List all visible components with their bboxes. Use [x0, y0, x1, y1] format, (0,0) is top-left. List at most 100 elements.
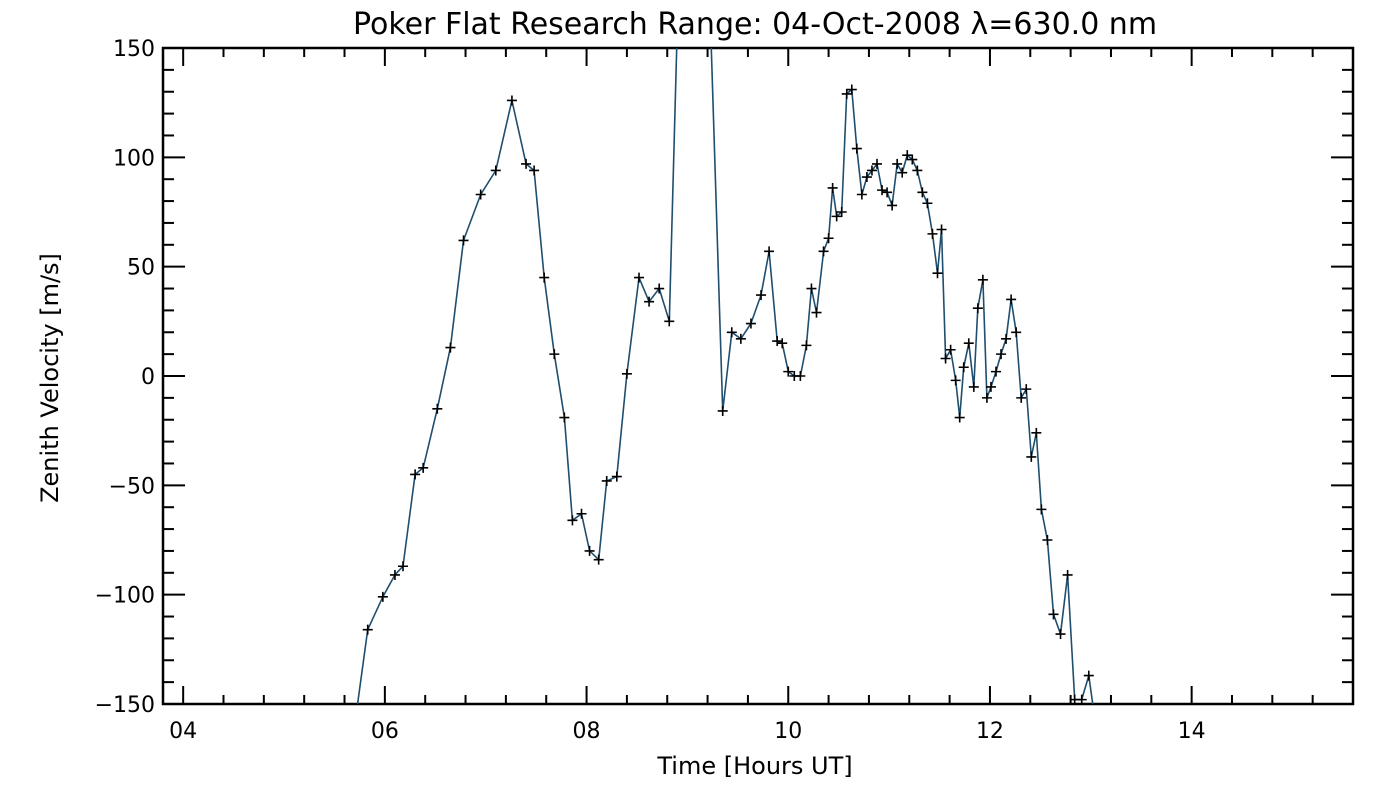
data-point-marker — [827, 182, 838, 193]
data-point-marker — [410, 469, 421, 480]
data-point-marker — [756, 290, 767, 301]
y-axis-label: Zenith Velocity [m/s] — [36, 253, 64, 503]
data-point-marker — [1026, 451, 1037, 462]
data-point-marker — [968, 381, 979, 392]
y-tick-label: −50 — [109, 474, 155, 499]
data-point-marker — [1011, 327, 1022, 338]
data-point-marker — [377, 591, 388, 602]
data-point-marker — [601, 475, 612, 486]
data-point-marker — [654, 283, 665, 294]
data-point-marker — [475, 189, 486, 200]
data-point-marker — [861, 172, 872, 183]
data-point-marker — [777, 338, 788, 349]
data-point-marker — [856, 189, 867, 200]
x-tick-label: 12 — [976, 719, 1004, 744]
data-point-marker — [795, 371, 806, 381]
data-point-marker — [783, 366, 794, 377]
data-point-marker — [954, 412, 965, 423]
data-point-marker — [664, 316, 675, 327]
data-point-marker — [539, 272, 550, 283]
data-point-marker — [846, 84, 857, 95]
data-point-marker — [1062, 569, 1073, 580]
x-tick-label: 14 — [1178, 719, 1206, 744]
x-tick-label: 06 — [371, 719, 399, 744]
data-point-marker — [350, 721, 360, 731]
data-point-marker — [745, 318, 756, 329]
data-point-marker — [887, 200, 898, 211]
data-point-marker — [432, 403, 443, 414]
data-point-marker — [831, 211, 842, 222]
data-point-marker — [945, 344, 956, 355]
data-point-marker — [811, 307, 822, 318]
y-tick-label: 0 — [141, 365, 155, 390]
data-point-marker — [1016, 392, 1027, 403]
data-point-marker — [418, 462, 429, 473]
data-point-marker — [726, 327, 737, 338]
data-point-marker — [996, 349, 1007, 360]
data-point-marker — [836, 207, 847, 217]
data-point-marker — [912, 165, 923, 176]
data-point-marker — [634, 272, 644, 283]
data-point-marker — [529, 165, 540, 176]
data-point-marker — [584, 545, 595, 556]
data-point-marker — [932, 268, 943, 279]
data-point-marker — [902, 150, 913, 161]
data-point-marker — [892, 158, 903, 169]
data-point-marker — [1001, 333, 1012, 344]
data-point-marker — [1098, 721, 1108, 731]
data-point-marker — [872, 158, 882, 169]
data-point-marker — [958, 362, 969, 373]
x-tick-label: 10 — [774, 719, 802, 744]
data-point-marker — [611, 471, 622, 482]
data-point-marker — [991, 366, 1001, 377]
y-tick-label: 100 — [113, 146, 155, 171]
data-point-marker — [1076, 694, 1087, 704]
data-point-marker — [398, 561, 409, 572]
data-point-marker — [521, 158, 532, 169]
data-point-marker — [922, 198, 933, 209]
data-point-marker — [445, 342, 456, 353]
y-tick-label: −150 — [95, 693, 155, 718]
data-point-marker — [621, 368, 632, 379]
data-point-marker — [549, 349, 560, 360]
x-tick-label: 08 — [573, 719, 601, 744]
plot-frame — [161, 46, 1355, 706]
data-point-marker — [897, 167, 908, 178]
data-point-marker — [806, 283, 817, 294]
data-point-marker — [1006, 294, 1017, 305]
data-point-marker — [1021, 384, 1032, 395]
data-point-marker — [940, 353, 951, 364]
series-line — [356, 48, 1094, 704]
data-point-marker — [458, 235, 469, 246]
data-point-marker — [877, 185, 888, 196]
chart-title: Poker Flat Research Range: 04-Oct-2008 λ… — [353, 7, 1157, 42]
data-point-marker — [735, 333, 746, 344]
data-point-marker — [567, 515, 578, 526]
data-point-marker — [593, 554, 604, 565]
data-point-marker — [506, 95, 517, 106]
data-point-marker — [576, 508, 587, 519]
data-point-marker — [717, 405, 728, 416]
data-point-marker — [985, 381, 996, 392]
data-point-marker — [389, 569, 400, 580]
data-point-marker — [823, 233, 834, 244]
data-point-marker — [917, 187, 928, 198]
series-group — [350, 48, 1108, 731]
x-axis-label: Time [Hours UT] — [656, 752, 852, 780]
data-point-marker — [818, 246, 829, 257]
x-tick-label: 04 — [169, 719, 197, 744]
data-point-marker — [927, 228, 938, 239]
data-point-marker — [801, 340, 812, 351]
data-point-marker — [362, 624, 373, 635]
data-point-marker — [866, 165, 877, 176]
data-point-marker — [972, 303, 983, 314]
data-point-marker — [950, 375, 961, 386]
plot-area: 04 06 08 10 12 14 −150 −100 −50 0 50 100 150 — [95, 37, 1355, 744]
data-point-marker — [490, 165, 501, 176]
data-point-marker — [841, 88, 852, 99]
data-point-marker — [851, 143, 862, 154]
data-point-marker — [1031, 427, 1042, 438]
data-point-marker — [1091, 721, 1101, 731]
